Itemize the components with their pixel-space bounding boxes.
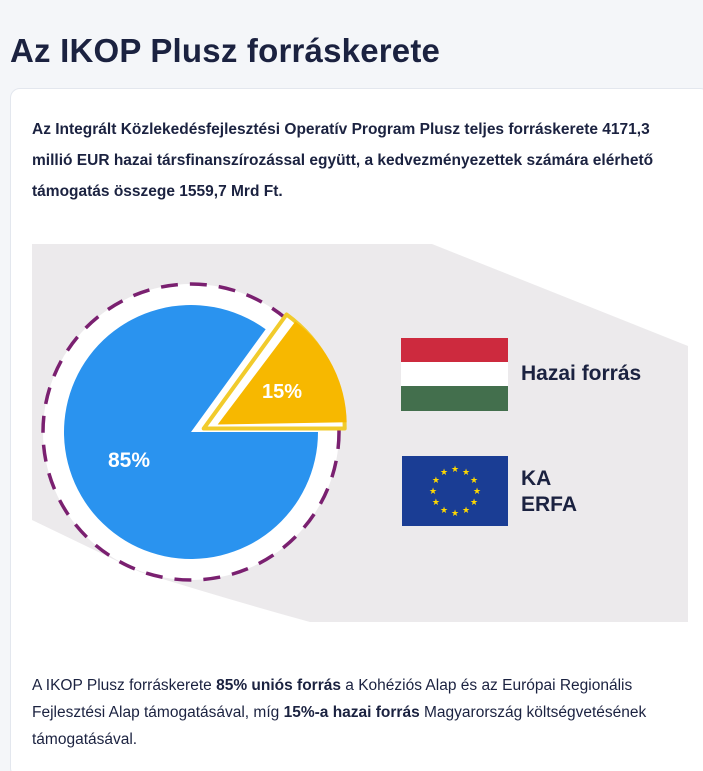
summary-bold-hu: 15%-a hazai forrás (283, 704, 420, 721)
eu-star-icon: ★ (440, 467, 448, 477)
eu-star-icon: ★ (462, 505, 470, 515)
pie-dashed-ring (41, 282, 341, 582)
eu-star-icon: ★ (462, 467, 470, 477)
legend-label-hazai: Hazai forrás (521, 362, 642, 385)
legend-label-ka-erfa: KA ERFA (521, 466, 577, 518)
eu-star-icon: ★ (432, 497, 440, 507)
eu-star-icon: ★ (470, 475, 478, 485)
pie-label-hu: 15% (262, 381, 302, 403)
intro-text: Az Integrált Közlekedésfejlesztési Opera… (32, 121, 654, 200)
eu-star-icon: ★ (470, 497, 478, 507)
eu-star-icon: ★ (432, 475, 440, 485)
pie-slice-hu (217, 321, 347, 425)
eu-star-icon: ★ (451, 508, 459, 518)
summary-part-3: Magyarország költségvetésének támogatásá… (32, 704, 647, 748)
summary-text: A IKOP Plusz forráskerete 85% uniós forr… (32, 672, 692, 753)
summary-part-1: A IKOP Plusz forráskerete (32, 677, 217, 694)
legend-label-ka: KA (521, 467, 552, 490)
page-title: Az IKOP Plusz forráskerete (10, 32, 441, 69)
pie-slice-eu (63, 305, 318, 560)
eu-flag-icon: ★ ★★★★★★★★★★★ (402, 456, 508, 526)
pie-label-eu: 85% (108, 449, 150, 472)
eu-star-icon: ★ (440, 505, 448, 515)
summary-bold-eu: 85% uniós forrás (216, 677, 341, 694)
eu-star-icon: ★ (473, 486, 481, 496)
summary-part-2: a Kohéziós Alap és az Európai Regionális… (32, 677, 633, 721)
hungarian-flag-icon (401, 338, 508, 411)
eu-star-icon: ★ (429, 486, 437, 496)
legend-label-erfa: ERFA (521, 493, 578, 516)
eu-star-icon: ★ (451, 464, 459, 474)
